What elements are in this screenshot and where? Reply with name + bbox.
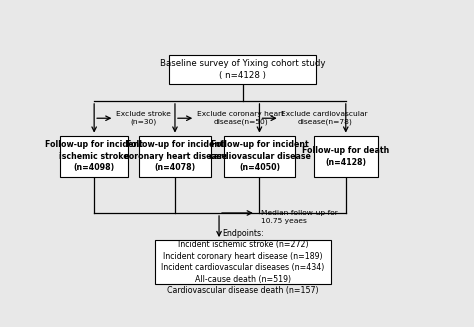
Text: Exclude stroke
(n=30): Exclude stroke (n=30) (116, 111, 171, 125)
FancyBboxPatch shape (169, 55, 316, 84)
Text: Follow-up for incident
coronary heart disease
(n=4078): Follow-up for incident coronary heart di… (124, 140, 227, 172)
FancyBboxPatch shape (60, 136, 128, 177)
Text: Endpoints:
Incident ischemic stroke (n=272)
Incident coronary heart disease (n=1: Endpoints: Incident ischemic stroke (n=2… (161, 229, 325, 295)
Text: Median follow-up for
10.75 yeaes: Median follow-up for 10.75 yeaes (261, 210, 338, 223)
Text: Follow-up for incident
ischemic stroke
(n=4098): Follow-up for incident ischemic stroke (… (46, 140, 143, 172)
FancyBboxPatch shape (224, 136, 295, 177)
FancyBboxPatch shape (314, 136, 378, 177)
FancyBboxPatch shape (139, 136, 211, 177)
Text: Follow-up for death
(n=4128): Follow-up for death (n=4128) (302, 146, 390, 166)
Text: Exclude coronary heart
disease(n=50): Exclude coronary heart disease(n=50) (197, 111, 284, 125)
FancyBboxPatch shape (155, 240, 331, 284)
Text: Exclude cardiovascular
disease(n=78): Exclude cardiovascular disease(n=78) (282, 111, 368, 125)
Text: Follow-up for incident
cardiovascular disease
(n=4050): Follow-up for incident cardiovascular di… (209, 140, 310, 172)
Text: Baseline survey of Yixing cohort study
( n=4128 ): Baseline survey of Yixing cohort study (… (160, 59, 326, 80)
